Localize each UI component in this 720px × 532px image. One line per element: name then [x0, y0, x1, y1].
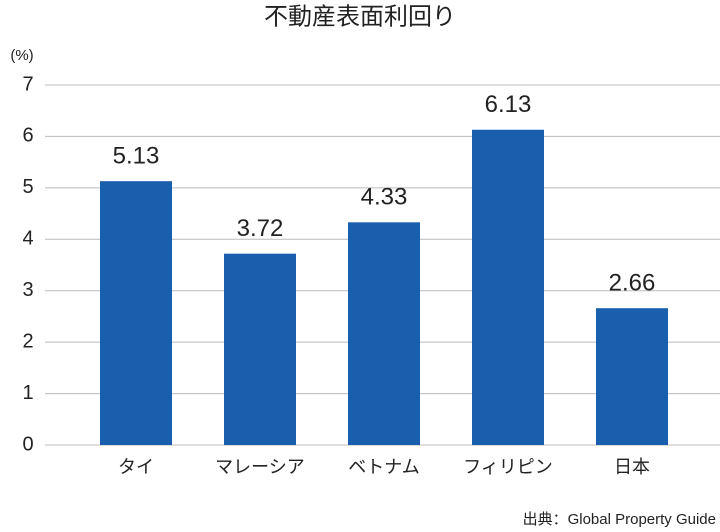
- y-tick-label: 6: [22, 125, 33, 147]
- bar: [596, 308, 668, 445]
- y-tick-label: 3: [22, 279, 33, 301]
- x-tick-label: ベトナム: [348, 457, 419, 477]
- bar: [472, 129, 544, 445]
- x-tick-label: 日本: [614, 457, 650, 477]
- bar: [224, 253, 296, 445]
- y-tick-label: 0: [22, 433, 33, 455]
- y-tick-label: 1: [22, 382, 33, 404]
- y-tick-label: 5: [22, 176, 33, 198]
- y-tick-label: 4: [22, 228, 33, 250]
- x-tick-label: マレーシア: [215, 457, 305, 477]
- value-label: 6.13: [485, 91, 532, 118]
- bar: [348, 222, 420, 445]
- y-tick-label: 7: [22, 73, 33, 95]
- value-label: 4.33: [361, 184, 408, 211]
- bar: [100, 181, 172, 445]
- source-note: 出典：Global Property Guide: [523, 511, 716, 528]
- chart-title: 不動産表面利回り: [264, 3, 456, 30]
- value-label: 3.72: [237, 215, 284, 242]
- x-tick-label: フィリピン: [463, 457, 553, 477]
- value-label: 5.13: [113, 143, 160, 170]
- value-label: 2.66: [609, 270, 656, 297]
- y-tick-label: 2: [22, 330, 33, 352]
- y-unit-label: (%): [10, 47, 33, 64]
- x-tick-label: タイ: [118, 457, 154, 477]
